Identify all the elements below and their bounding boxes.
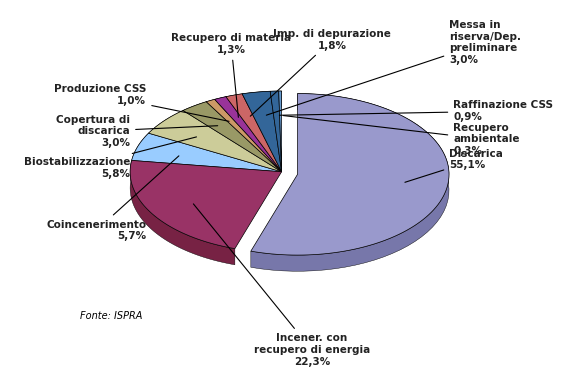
Polygon shape (279, 91, 282, 107)
Polygon shape (242, 91, 282, 172)
Text: Copertura di
discarica
3,0%: Copertura di discarica 3,0% (56, 115, 218, 148)
Polygon shape (226, 94, 282, 172)
Polygon shape (215, 97, 226, 115)
Text: Fonte: ISPRA: Fonte: ISPRA (80, 311, 142, 321)
Text: Coincenerimento
5,7%: Coincenerimento 5,7% (46, 156, 179, 241)
Polygon shape (251, 94, 449, 271)
Polygon shape (183, 102, 282, 172)
Polygon shape (206, 99, 215, 118)
Text: Produzione CSS
1,0%: Produzione CSS 1,0% (54, 84, 229, 121)
Polygon shape (270, 91, 279, 107)
Polygon shape (279, 91, 282, 172)
Polygon shape (226, 94, 242, 113)
Polygon shape (132, 133, 282, 172)
Polygon shape (206, 99, 282, 172)
Polygon shape (183, 102, 206, 127)
Polygon shape (251, 94, 449, 255)
Polygon shape (148, 111, 282, 172)
Text: Incener. con
recupero di energia
22,3%: Incener. con recupero di energia 22,3% (193, 204, 370, 367)
Polygon shape (242, 91, 270, 110)
Text: Discarica
55,1%: Discarica 55,1% (405, 149, 503, 182)
Text: Biostabilizzazione
5,8%: Biostabilizzazione 5,8% (24, 137, 197, 179)
Text: Raffinazione CSS
0,9%: Raffinazione CSS 0,9% (279, 100, 553, 122)
Polygon shape (148, 111, 183, 149)
Polygon shape (270, 91, 282, 172)
Text: Imp. di depurazione
1,8%: Imp. di depurazione 1,8% (250, 29, 391, 116)
Polygon shape (132, 133, 148, 176)
Text: Recupero di materia
1,3%: Recupero di materia 1,3% (171, 33, 291, 117)
Text: Messa in
riserva/Dep.
preliminare
3,0%: Messa in riserva/Dep. preliminare 3,0% (267, 20, 521, 115)
Polygon shape (130, 161, 235, 265)
Text: Recupero
ambientale
0,3%: Recupero ambientale 0,3% (283, 115, 520, 156)
Polygon shape (215, 97, 282, 172)
Polygon shape (130, 161, 282, 249)
